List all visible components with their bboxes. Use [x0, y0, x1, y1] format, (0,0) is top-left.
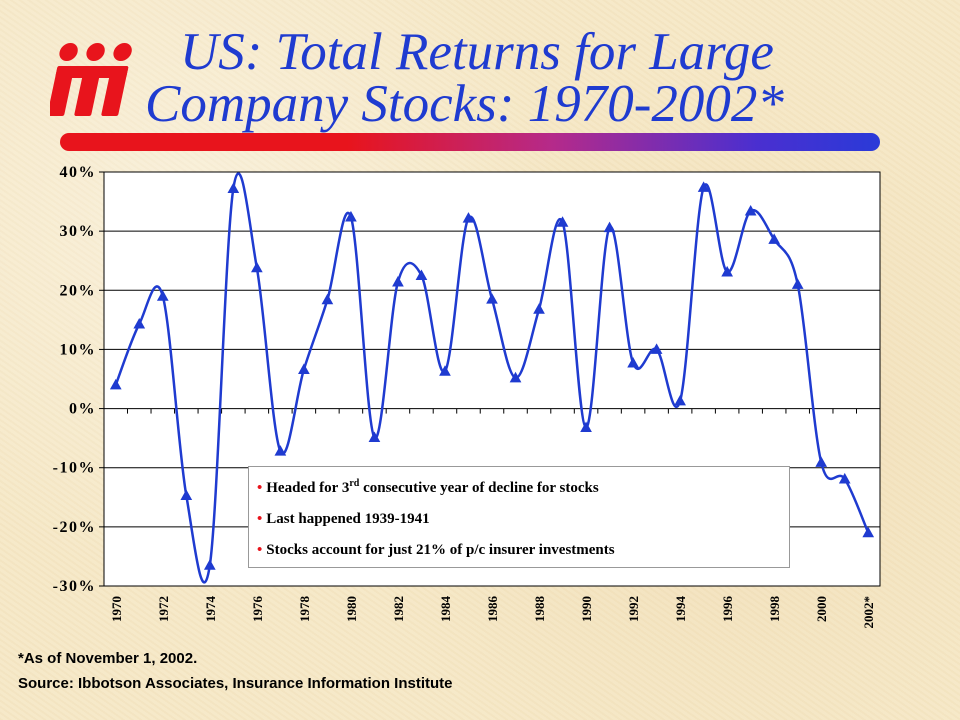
annotation-bullet-1: • Headed for 3rd consecutive year of decl…: [257, 478, 599, 497]
y-tick-label: 0%: [69, 401, 96, 418]
data-point-marker: [603, 221, 616, 233]
x-tick-label: 2002*: [861, 596, 876, 629]
data-point-marker: [768, 233, 781, 244]
data-point-marker: [415, 269, 428, 280]
data-point-marker: [721, 265, 734, 277]
x-tick-label: 1996: [720, 596, 735, 623]
data-point-marker: [203, 559, 216, 570]
data-point-marker: [133, 317, 146, 329]
y-tick-label: -30%: [53, 578, 96, 595]
data-point-marker: [744, 205, 757, 216]
x-tick-label: 2000: [814, 596, 829, 622]
x-tick-label: 1972: [156, 596, 171, 622]
data-point-marker: [838, 472, 851, 484]
annotation-bullet-2: • Last happened 1939-1941: [257, 511, 430, 527]
data-point-marker: [227, 182, 240, 194]
data-point-marker: [533, 303, 545, 314]
data-point-marker: [509, 371, 522, 383]
x-tick-label: 1984: [438, 596, 453, 623]
data-point-marker: [486, 293, 498, 304]
data-point-marker: [650, 343, 663, 354]
data-point-marker: [345, 210, 357, 222]
x-tick-label: 1990: [579, 596, 594, 622]
bullet-icon: •: [257, 542, 263, 558]
x-tick-label: 1980: [344, 596, 359, 622]
data-point-marker: [274, 445, 287, 456]
x-tick-label: 1988: [532, 596, 547, 623]
data-point-marker: [392, 275, 404, 287]
x-tick-label: 1992: [626, 596, 641, 622]
y-tick-label: 10%: [60, 341, 97, 358]
title-line-1: US: Total Returns for Large: [180, 23, 774, 81]
iii-logo: [50, 43, 132, 116]
x-tick-label: 1986: [485, 596, 500, 623]
data-point-marker: [109, 378, 122, 390]
chart-title: US: Total Returns for Large Company Stoc…: [140, 23, 920, 133]
data-point-marker: [180, 489, 193, 501]
title-line-2: Company Stocks: 1970-2002*: [145, 75, 784, 133]
y-tick-label: 40%: [60, 164, 97, 181]
bullet-icon: •: [257, 511, 263, 527]
y-tick-label: 20%: [60, 282, 97, 299]
y-tick-label: -10%: [53, 460, 96, 477]
data-point-marker: [697, 181, 710, 192]
data-point-marker: [462, 212, 475, 223]
data-point-marker: [627, 357, 639, 368]
footnote-as-of: *As of November 1, 2002.: [18, 650, 198, 667]
data-point-marker: [556, 216, 569, 227]
title-underline-bar: [60, 133, 880, 151]
data-point-marker: [368, 431, 381, 443]
x-tick-label: 1970: [109, 596, 124, 622]
x-tick-label: 1978: [297, 596, 312, 623]
data-point-marker: [321, 293, 334, 305]
data-point-marker: [815, 456, 828, 467]
bullet-icon: •: [257, 480, 263, 496]
footnote-source: Source: Ibbotson Associates, Insurance I…: [18, 675, 453, 692]
data-point-marker: [862, 526, 875, 538]
x-tick-label: 1982: [391, 596, 406, 622]
data-point-marker: [439, 365, 451, 376]
data-point-marker: [674, 394, 686, 406]
x-tick-label: 1998: [767, 596, 782, 623]
data-point-marker: [156, 290, 169, 301]
x-tick-label: 1974: [203, 596, 218, 623]
data-point-marker: [298, 363, 310, 375]
y-tick-label: 30%: [60, 223, 97, 240]
y-tick-label: -20%: [53, 519, 96, 536]
x-tick-label: 1976: [250, 596, 265, 623]
annotation-box: • Headed for 3rd consecutive year of decl…: [248, 466, 790, 568]
data-point-marker: [250, 261, 263, 273]
data-point-marker: [580, 421, 592, 432]
data-point-marker: [791, 278, 804, 289]
annotation-bullet-3: • Stocks account for just 21% of p/c insu…: [257, 542, 615, 558]
x-tick-label: 1994: [673, 596, 688, 623]
